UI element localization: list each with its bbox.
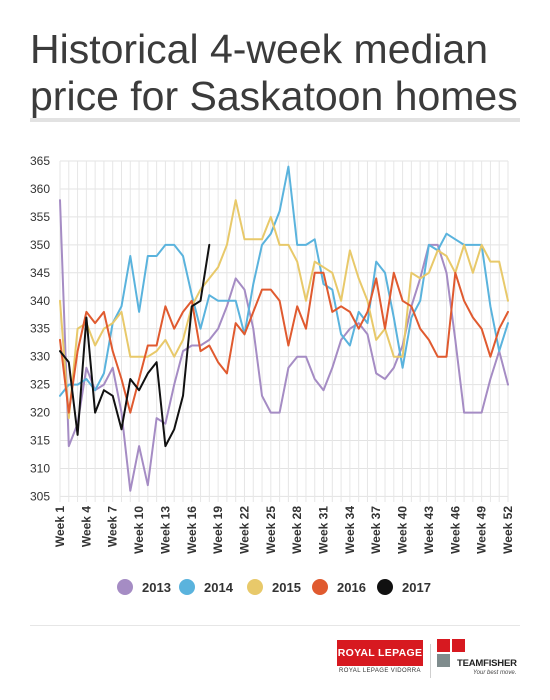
x-tick-label: Week 49 — [475, 506, 489, 554]
x-tick-label: Week 13 — [158, 506, 172, 554]
logo-separator — [430, 644, 431, 678]
team-fisher-square-icon — [437, 654, 450, 667]
y-tick-label: 330 — [30, 350, 50, 364]
legend-swatch-2016 — [312, 579, 328, 595]
team-fisher-tagline: Your best move. — [473, 670, 517, 676]
line-chart: 305310315320325330335340345350355360365 … — [30, 154, 515, 595]
x-tick-label: Week 52 — [501, 506, 515, 554]
chart-grid — [59, 160, 509, 502]
title-divider — [30, 118, 520, 122]
legend-label-2015: 2015 — [272, 580, 301, 595]
x-tick-label: Week 37 — [369, 506, 383, 554]
x-tick-label: Week 40 — [396, 506, 410, 554]
team-fisher-wordmark: TEAMFISHER — [457, 658, 517, 669]
x-tick-label: Week 10 — [132, 506, 146, 554]
legend-label-2013: 2013 — [142, 580, 171, 595]
chart-series-lines — [59, 165, 509, 492]
x-tick-label: Week 19 — [211, 506, 225, 554]
y-tick-label: 350 — [30, 238, 50, 252]
x-tick-label: Week 34 — [343, 506, 357, 554]
team-fisher-logo: TEAMFISHER Your best move. — [437, 639, 519, 681]
series-line-2013 — [59, 199, 509, 492]
chart-legend: 2013 2014 2015 2016 2017 — [117, 579, 431, 595]
series-line-2016 — [59, 271, 509, 414]
y-tick-label: 305 — [30, 489, 50, 503]
legend-swatch-2013 — [117, 579, 133, 595]
y-tick-label: 355 — [30, 210, 50, 224]
royal-lepage-wordmark: ROYAL LEPAGE — [337, 640, 423, 666]
y-axis-ticks: 305 310 315 320 325 330 335 340 345 350 355 360 365 — [30, 154, 50, 503]
y-tick-label: 320 — [30, 406, 50, 420]
legend-swatch-2014 — [179, 579, 195, 595]
x-tick-label: Week 7 — [106, 506, 120, 547]
series-line-2015 — [59, 199, 509, 420]
legend-label-2017: 2017 — [402, 580, 431, 595]
x-tick-label: Week 46 — [448, 506, 462, 554]
y-tick-label: 335 — [30, 322, 50, 336]
y-tick-label: 365 — [30, 154, 50, 168]
royal-lepage-logo: ROYAL LEPAGE ROYAL LEPAGE VIDORRA — [337, 640, 423, 678]
y-tick-label: 315 — [30, 434, 50, 448]
x-tick-label: Week 43 — [422, 506, 436, 554]
x-axis-ticks: Week 1 Week 4 Week 7 Week 10 Week 13 Week 16 W… — [53, 506, 515, 554]
series-line-2017 — [59, 243, 211, 448]
y-tick-label: 325 — [30, 378, 50, 392]
chart-title: Historical 4-week median price for Saska… — [30, 26, 518, 119]
y-tick-label: 360 — [30, 182, 50, 196]
legend-swatch-2017 — [377, 579, 393, 595]
series-line-2014 — [59, 165, 509, 397]
x-tick-label: Week 31 — [317, 506, 331, 554]
x-tick-label: Week 4 — [79, 506, 93, 547]
x-tick-label: Week 28 — [290, 506, 304, 554]
royal-lepage-sublabel: ROYAL LEPAGE VIDORRA — [339, 668, 421, 674]
footer-divider — [30, 625, 520, 626]
x-tick-label: Week 25 — [264, 506, 278, 554]
team-fisher-square-icon — [437, 639, 450, 652]
x-tick-label: Week 16 — [185, 506, 199, 554]
y-tick-label: 340 — [30, 294, 50, 308]
x-tick-label: Week 22 — [237, 506, 251, 554]
legend-label-2014: 2014 — [204, 580, 234, 595]
y-tick-label: 345 — [30, 266, 50, 280]
team-fisher-square-icon — [452, 639, 465, 652]
legend-swatch-2015 — [247, 579, 263, 595]
x-tick-label: Week 1 — [53, 506, 67, 547]
y-tick-label: 310 — [30, 461, 50, 475]
legend-label-2016: 2016 — [337, 580, 366, 595]
